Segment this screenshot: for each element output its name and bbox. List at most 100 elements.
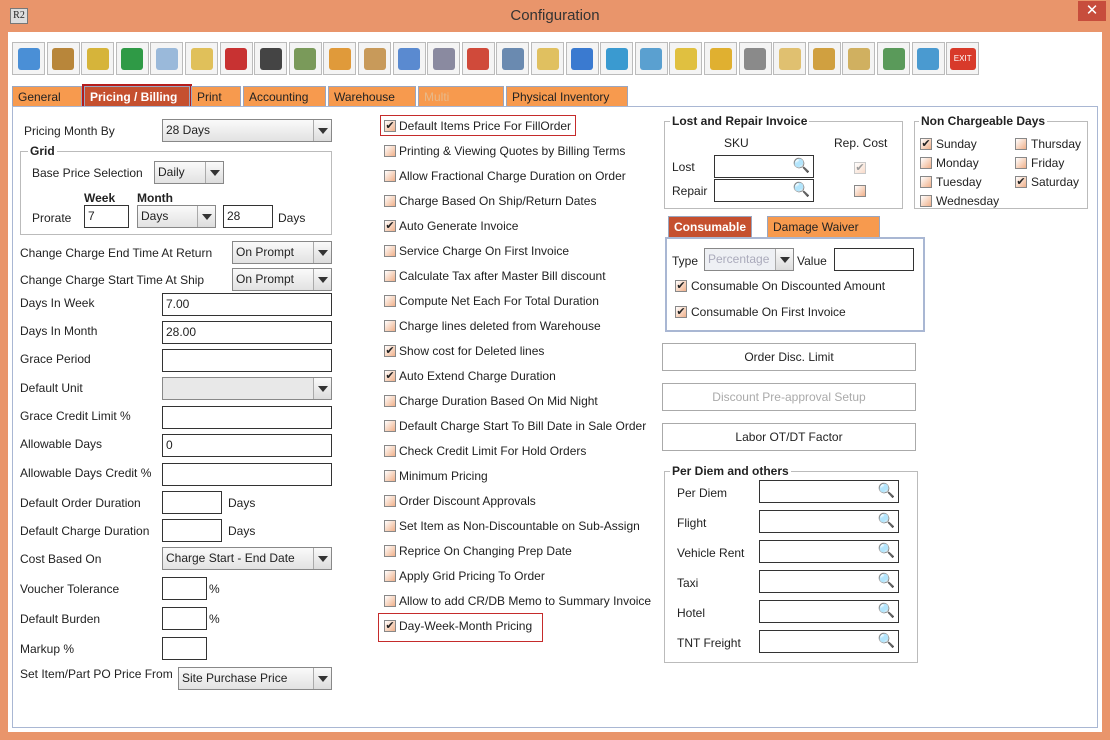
document-db-button[interactable] xyxy=(600,42,634,75)
consumable-discounted-checkbox[interactable]: ✔ xyxy=(675,280,687,292)
document-export-button[interactable] xyxy=(634,42,668,75)
lock-import-button[interactable] xyxy=(323,42,357,75)
option-checkbox[interactable]: ✔ xyxy=(384,345,396,357)
search-icon[interactable]: 🔍 xyxy=(792,181,810,197)
day-checkbox-saturday[interactable]: ✔ xyxy=(1015,176,1027,188)
day-checkbox-wednesday[interactable] xyxy=(920,195,932,207)
allowable-days-input[interactable]: 0 xyxy=(162,434,332,457)
per-diem-field-input[interactable]: 🔍 xyxy=(759,630,899,653)
prorate-week-input[interactable]: 7 xyxy=(84,205,129,228)
card-button[interactable] xyxy=(565,42,599,75)
lost-rep-cost-checkbox[interactable]: ✔ xyxy=(854,162,866,174)
ship-alert-button[interactable] xyxy=(46,42,80,75)
exit-button[interactable]: EXIT xyxy=(946,42,980,75)
wrench-gear-button[interactable] xyxy=(738,42,772,75)
color-cubes-button[interactable] xyxy=(461,42,495,75)
folder-gear-button[interactable] xyxy=(842,42,876,75)
per-diem-field-input[interactable]: 🔍 xyxy=(759,480,899,503)
tab-warehouse[interactable]: Warehouse xyxy=(328,86,416,107)
form-alert-button[interactable] xyxy=(185,42,218,75)
shield-user-button[interactable] xyxy=(704,42,737,75)
search-icon[interactable]: 🔍 xyxy=(792,157,810,173)
voucher-input[interactable] xyxy=(162,577,207,600)
option-checkbox[interactable] xyxy=(384,420,396,432)
grid-alert-button[interactable] xyxy=(254,42,288,75)
search-icon[interactable]: 🔍 xyxy=(877,512,895,528)
close-button[interactable]: ✕ xyxy=(1078,1,1106,21)
pay-alert-button[interactable] xyxy=(219,42,253,75)
search-icon[interactable]: 🔍 xyxy=(877,632,895,648)
default-unit-select[interactable] xyxy=(162,377,332,400)
folder-clock-button[interactable] xyxy=(531,42,564,75)
save-button[interactable] xyxy=(12,42,45,75)
charge-end-select[interactable]: On Prompt xyxy=(232,241,332,264)
prorate-month-unit-select[interactable]: Days xyxy=(137,205,216,228)
per-diem-field-input[interactable]: 🔍 xyxy=(759,540,899,563)
edit-note-button[interactable] xyxy=(150,42,184,75)
calendar-button[interactable] xyxy=(358,42,391,75)
repair-rep-cost-checkbox[interactable] xyxy=(854,185,866,197)
option-checkbox[interactable]: ✔ xyxy=(384,370,396,382)
order-duration-input[interactable] xyxy=(162,491,222,514)
day-checkbox-monday[interactable] xyxy=(920,157,932,169)
search-icon[interactable]: 🔍 xyxy=(877,572,895,588)
repair-sku-input[interactable]: 🔍 xyxy=(714,179,814,202)
consumable-first-invoice-checkbox[interactable]: ✔ xyxy=(675,306,687,318)
allowable-credit-input[interactable] xyxy=(162,463,332,486)
markup-input[interactable] xyxy=(162,637,207,660)
transfer-button[interactable] xyxy=(911,42,945,75)
shield-gear-button[interactable] xyxy=(669,42,703,75)
order-disc-limit-button[interactable]: Order Disc. Limit xyxy=(662,343,916,371)
lost-sku-input[interactable]: 🔍 xyxy=(714,155,814,178)
option-checkbox[interactable] xyxy=(384,295,396,307)
tab-physical-inventory[interactable]: Physical Inventory xyxy=(506,86,628,107)
value-input[interactable] xyxy=(834,248,914,271)
days-in-month-input[interactable]: 28.00 xyxy=(162,321,332,344)
charge-duration-input[interactable] xyxy=(162,519,222,542)
option-checkbox[interactable] xyxy=(384,245,396,257)
per-diem-field-input[interactable]: 🔍 xyxy=(759,510,899,533)
option-checkbox[interactable] xyxy=(384,145,396,157)
triangle-ruler-button[interactable] xyxy=(392,42,426,75)
option-checkbox[interactable] xyxy=(384,545,396,557)
search-icon[interactable]: 🔍 xyxy=(877,482,895,498)
ledger-alert-button[interactable] xyxy=(288,42,322,75)
po-price-select[interactable]: Site Purchase Price xyxy=(178,667,332,690)
burden-input[interactable] xyxy=(162,607,207,630)
user-edit-button[interactable] xyxy=(807,42,841,75)
tab-damage-waiver[interactable]: Damage Waiver xyxy=(767,216,880,237)
search-icon[interactable]: 🔍 xyxy=(877,602,895,618)
gears-button[interactable] xyxy=(427,42,461,75)
coins-alert-button[interactable] xyxy=(81,42,115,75)
documents-button[interactable] xyxy=(773,42,807,75)
charge-start-select[interactable]: On Prompt xyxy=(232,268,332,291)
tab-multi-currency[interactable]: Multi Currency xyxy=(418,86,504,118)
tab-pricing-billing[interactable]: Pricing / Billing xyxy=(82,84,192,109)
per-diem-field-input[interactable]: 🔍 xyxy=(759,570,899,593)
tab-general[interactable]: General xyxy=(12,86,82,107)
day-checkbox-friday[interactable] xyxy=(1015,157,1027,169)
option-checkbox[interactable] xyxy=(384,495,396,507)
tab-consumable[interactable]: Consumable xyxy=(668,216,753,237)
labor-ot-dt-button[interactable]: Labor OT/DT Factor xyxy=(662,423,916,451)
days-in-week-input[interactable]: 7.00 xyxy=(162,293,332,316)
day-checkbox-tuesday[interactable] xyxy=(920,176,932,188)
prorate-month-input[interactable]: 28 xyxy=(223,205,273,228)
option-checkbox[interactable] xyxy=(384,520,396,532)
cost-based-select[interactable]: Charge Start - End Date xyxy=(162,547,332,570)
day-checkbox-thursday[interactable] xyxy=(1015,138,1027,150)
day-checkbox-sunday[interactable]: ✔ xyxy=(920,138,932,150)
option-checkbox[interactable] xyxy=(384,570,396,582)
tab-accounting[interactable]: Accounting xyxy=(243,86,326,107)
option-checkbox[interactable] xyxy=(384,445,396,457)
pricing-month-by-select[interactable]: 28 Days xyxy=(162,119,332,142)
option-checkbox[interactable]: ✔ xyxy=(384,620,396,632)
base-price-select[interactable]: Daily xyxy=(154,161,224,184)
grace-period-input[interactable] xyxy=(162,349,332,372)
tab-print[interactable]: Print xyxy=(191,86,241,107)
option-checkbox[interactable] xyxy=(384,470,396,482)
invoice-alert-button[interactable] xyxy=(115,42,149,75)
price-gear-button[interactable] xyxy=(496,42,530,75)
option-checkbox[interactable]: ✔ xyxy=(384,220,396,232)
calculator-gear-button[interactable] xyxy=(877,42,910,75)
